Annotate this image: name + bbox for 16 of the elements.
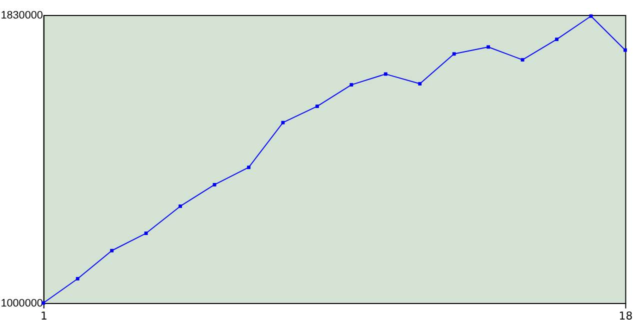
point [624,48,627,52]
y-tick-label: 1830000 [0,10,43,22]
point [110,248,114,252]
point [178,204,182,208]
point [418,82,422,86]
y-tick-label: 1000000 [0,297,43,310]
point [315,104,319,108]
x-tick-label: 18 [618,309,633,320]
point [76,277,80,280]
x-tick-label: 1 [40,309,48,320]
point [555,38,558,42]
point [144,232,148,235]
point [247,166,250,170]
point [350,83,354,86]
point [452,52,456,56]
line-series [42,14,627,305]
